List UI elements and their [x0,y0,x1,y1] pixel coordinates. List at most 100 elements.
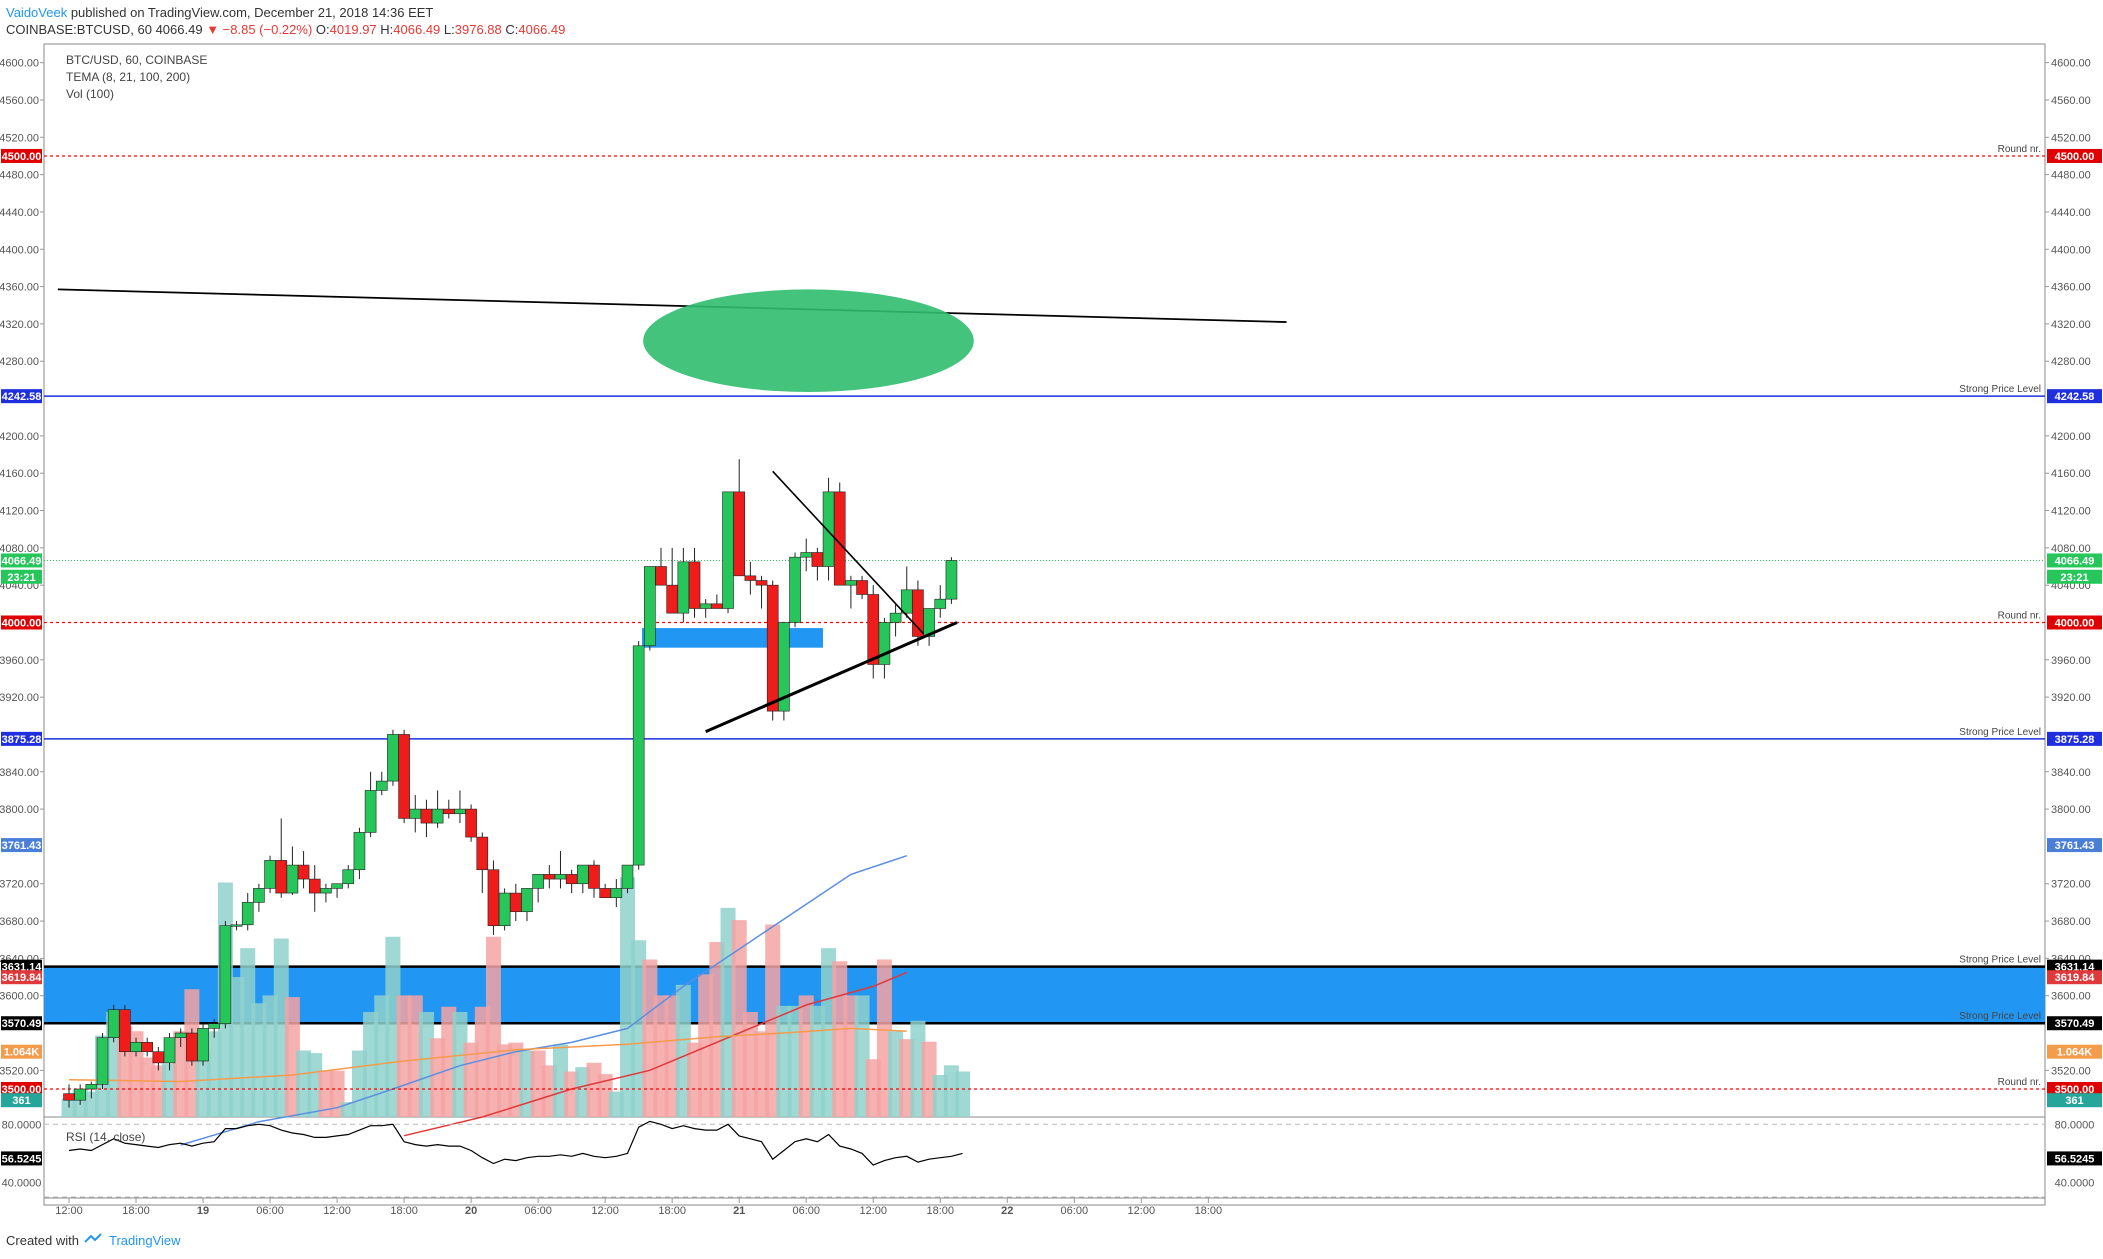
level-note: Strong Price Level [1959,384,2041,395]
value-badge [2047,1093,2102,1108]
candle-down [308,878,321,894]
legend-main: BTC/USD, 60, COINBASE [66,53,207,67]
level-badge [1,1016,42,1031]
candle-up [498,892,511,927]
candle-up [364,790,377,833]
candle-up [174,1032,187,1038]
candle-down [141,1042,153,1052]
x-tick-label: 18:00 [122,1205,150,1217]
candle-up [677,561,690,614]
level-badge [2047,1082,2102,1097]
candle-down [275,860,288,894]
price-zones [44,628,2045,1025]
author-link[interactable]: VaidoVeek [6,5,68,20]
legend-tema: TEMA (8, 21, 100, 200) [66,70,190,84]
candle-up [230,924,243,927]
close-label: C: [505,22,519,37]
candle-up [789,556,801,623]
y-tick-label-right: 3600.00 [2051,991,2091,1003]
chart-header: VaidoVeek published on TradingView.com, … [6,4,565,38]
level-badge [1,731,42,746]
level-badge [1,615,42,630]
x-tick-label: 20 [465,1205,477,1217]
created-with-text: Created with [6,1233,79,1248]
price-levels: Round nr. Strong Price Level Round nr. Stro… [44,144,2045,1090]
axes: 4600.00 4600.00 4560.00 4560.00 4520.00 4520.… [0,58,2091,1217]
y-tick-label-right: 4320.00 [2051,319,2091,331]
rsi-badge [1,1151,42,1166]
tema-red-line [403,971,908,1137]
y-tick-label-left: 3720.00 [0,879,39,891]
y-tick-label-left: 4080.00 [0,543,39,555]
y-tick-label-left: 4280.00 [0,356,39,368]
low-value: 3976.88 [454,22,502,37]
candles [63,459,958,1108]
value-badge-label: 23:21 [7,572,35,584]
y-tick-label-right: 4520.00 [2051,132,2091,144]
y-tick-label-right: 4360.00 [2051,282,2091,294]
rsi-badge-label: 56.5245 [2,1153,42,1165]
level-note: Strong Price Level [1959,1011,2041,1022]
candle-up [923,608,935,637]
value-badge-label: 361 [12,1095,30,1107]
candle-up [621,864,634,889]
candle-down [297,864,310,880]
plot-border [43,43,2046,1206]
value-badge-label: 3761.43 [2055,840,2095,852]
y-tick-label-left: 3920.00 [0,692,39,704]
candle-up [945,560,958,600]
value-badge-label: 3619.84 [2,972,43,984]
footer: Created with TradingView [6,1232,181,1249]
candle-up [632,645,645,866]
candle-down [599,888,611,899]
y-tick-label-right: 4480.00 [2051,170,2091,182]
candle-down [688,561,701,609]
y-tick-label-right: 4200.00 [2051,431,2091,443]
rsi-pane [44,1120,2045,1198]
y-tick-label-left: 4480.00 [0,170,39,182]
y-tick-label-left: 4400.00 [0,244,39,256]
candle-down [476,836,489,871]
candle-down [543,874,556,880]
candle-up [934,598,947,609]
candle-down [152,1051,165,1064]
value-badge-label: 3619.84 [2055,972,2096,984]
candle-up [96,1037,109,1085]
triangle-upper-line [772,470,925,635]
candle-up [253,888,265,903]
level-badge-label: 4000.00 [2055,617,2095,629]
y-tick-label-left: 4440.00 [0,207,39,219]
y-tick-label-right: 3800.00 [2051,804,2091,816]
level-badge [2047,959,2102,974]
level-badge [1,389,42,404]
candle-down [465,808,477,838]
high-value: 4066.49 [393,22,441,37]
x-tick-label: 12:00 [55,1205,83,1217]
level-badge [2047,731,2102,746]
y-tick-label-left: 4160.00 [0,468,39,480]
publish-info: published on TradingView.com, December 2… [70,5,434,20]
rsi-line [68,1120,963,1166]
tema-lines [68,854,908,1146]
candle-up [878,622,891,665]
value-badge [1,1093,42,1108]
tradingview-brand[interactable]: TradingView [108,1233,181,1248]
chart-canvas[interactable]: Round nr. Strong Price Level Round nr. Stro… [0,0,2103,1230]
ohlc-line: COINBASE:BTCUSD, 60 4066.49 ▼ −8.85 (−0.… [6,21,565,38]
level-badge [2047,148,2102,163]
candle-down [711,603,723,609]
candle-up [241,902,254,926]
value-badge [2047,1044,2102,1059]
candle-up [610,888,623,899]
x-tick-label: 21 [733,1205,745,1217]
tradingview-logo-icon [83,1232,105,1249]
candle-up [387,734,399,782]
candle-down [565,874,578,885]
symbol-info: COINBASE:BTCUSD, 60 [6,22,152,37]
y-tick-label-left: 4200.00 [0,431,39,443]
candle-down [509,892,522,913]
publish-line: VaidoVeek published on TradingView.com, … [6,4,565,21]
low-label: L: [443,22,455,37]
x-tick-label: 06:00 [256,1205,284,1217]
triangle-lower-line [705,621,958,734]
